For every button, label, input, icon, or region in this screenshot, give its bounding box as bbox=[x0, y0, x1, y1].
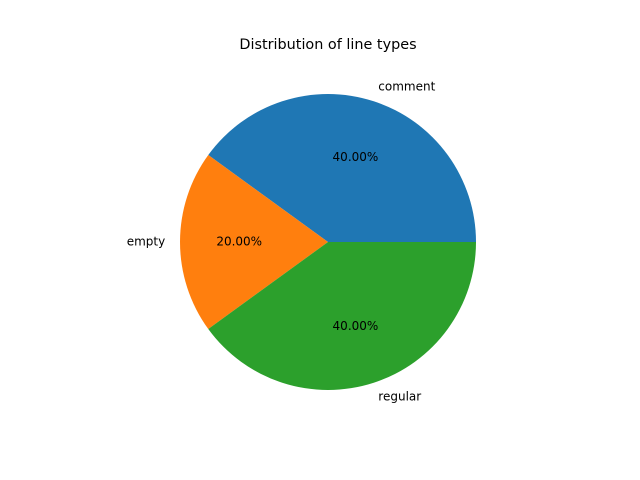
slice-label-comment: comment bbox=[378, 80, 435, 94]
pie-slice-regular bbox=[208, 242, 476, 390]
slice-percent-comment: 40.00% bbox=[333, 150, 379, 164]
chart-title: Distribution of line types bbox=[239, 37, 416, 53]
slice-label-empty: empty bbox=[127, 235, 166, 249]
pie-labels: comment 40.00% empty 20.00% regular 40.00% bbox=[127, 80, 436, 404]
pie-slice-empty bbox=[180, 155, 328, 329]
pie-slice-comment bbox=[208, 94, 476, 243]
slice-percent-empty: 20.00% bbox=[216, 235, 262, 249]
slice-percent-regular: 40.00% bbox=[333, 319, 379, 333]
pie-slices bbox=[180, 94, 476, 390]
slice-label-regular: regular bbox=[378, 389, 421, 403]
